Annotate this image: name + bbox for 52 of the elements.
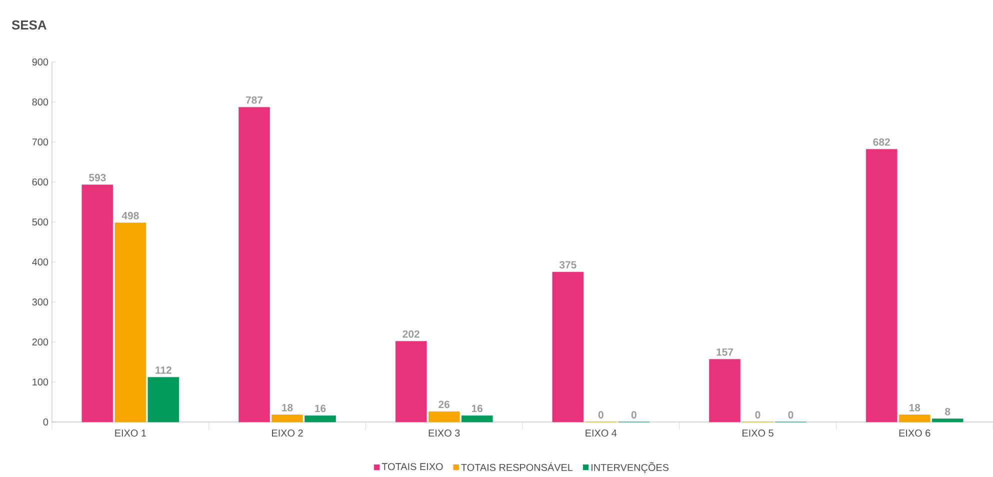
data-label: 375 (559, 261, 576, 269)
data-label: 0 (788, 411, 794, 419)
data-label: 157 (716, 348, 734, 356)
bar (395, 341, 427, 422)
x-tick-label: EIXO 4 (586, 430, 617, 437)
bar (82, 184, 114, 422)
bar (552, 272, 584, 422)
data-label: 682 (873, 138, 890, 146)
x-tick-label: EIXO 2 (272, 430, 303, 437)
x-tick-label: EIXO 1 (115, 430, 146, 437)
legend-label: TOTAIS EIXO (382, 463, 443, 470)
data-label: 0 (631, 411, 636, 419)
data-label: 18 (909, 404, 920, 412)
data-label: 16 (472, 404, 483, 412)
y-tick-label: 900 (32, 58, 48, 66)
data-label: 0 (598, 411, 604, 419)
bar (932, 418, 964, 422)
bar (866, 149, 898, 422)
bar (428, 411, 460, 422)
bar (709, 359, 740, 422)
data-label: 593 (89, 174, 106, 182)
data-label: 26 (438, 400, 450, 408)
data-label: 112 (156, 366, 172, 374)
data-label: 498 (122, 212, 139, 220)
y-tick-label: 800 (32, 98, 48, 106)
bar (272, 414, 303, 422)
y-tick-label: 600 (32, 178, 48, 186)
data-label: 202 (402, 330, 420, 338)
legend-label: TOTAIS RESPONSÁVEL (461, 462, 573, 471)
chart-title: SESA (12, 20, 46, 30)
data-label: 8 (945, 408, 950, 416)
x-tick-label: EIXO 6 (899, 430, 930, 437)
bar (898, 414, 930, 422)
y-tick-label: 700 (32, 138, 48, 146)
y-tick-label: 100 (32, 378, 48, 386)
bar (238, 107, 270, 422)
bar (114, 222, 146, 422)
y-tick-label: 300 (32, 298, 48, 306)
bar (461, 415, 493, 422)
data-label: 16 (315, 404, 326, 412)
data-label: 0 (755, 411, 760, 419)
x-tick-label: EIXO 5 (742, 430, 774, 437)
data-label: 18 (282, 404, 293, 412)
y-tick-label: 500 (32, 218, 48, 226)
legend-label: INTERVENÇÕES (592, 462, 669, 474)
y-tick-label: 0 (43, 418, 48, 426)
x-tick-label: EIXO 3 (428, 430, 460, 437)
y-tick-label: 400 (32, 258, 48, 266)
data-label: 787 (246, 96, 263, 104)
y-tick-label: 200 (32, 338, 48, 346)
bar (304, 415, 336, 422)
bar (148, 377, 180, 422)
